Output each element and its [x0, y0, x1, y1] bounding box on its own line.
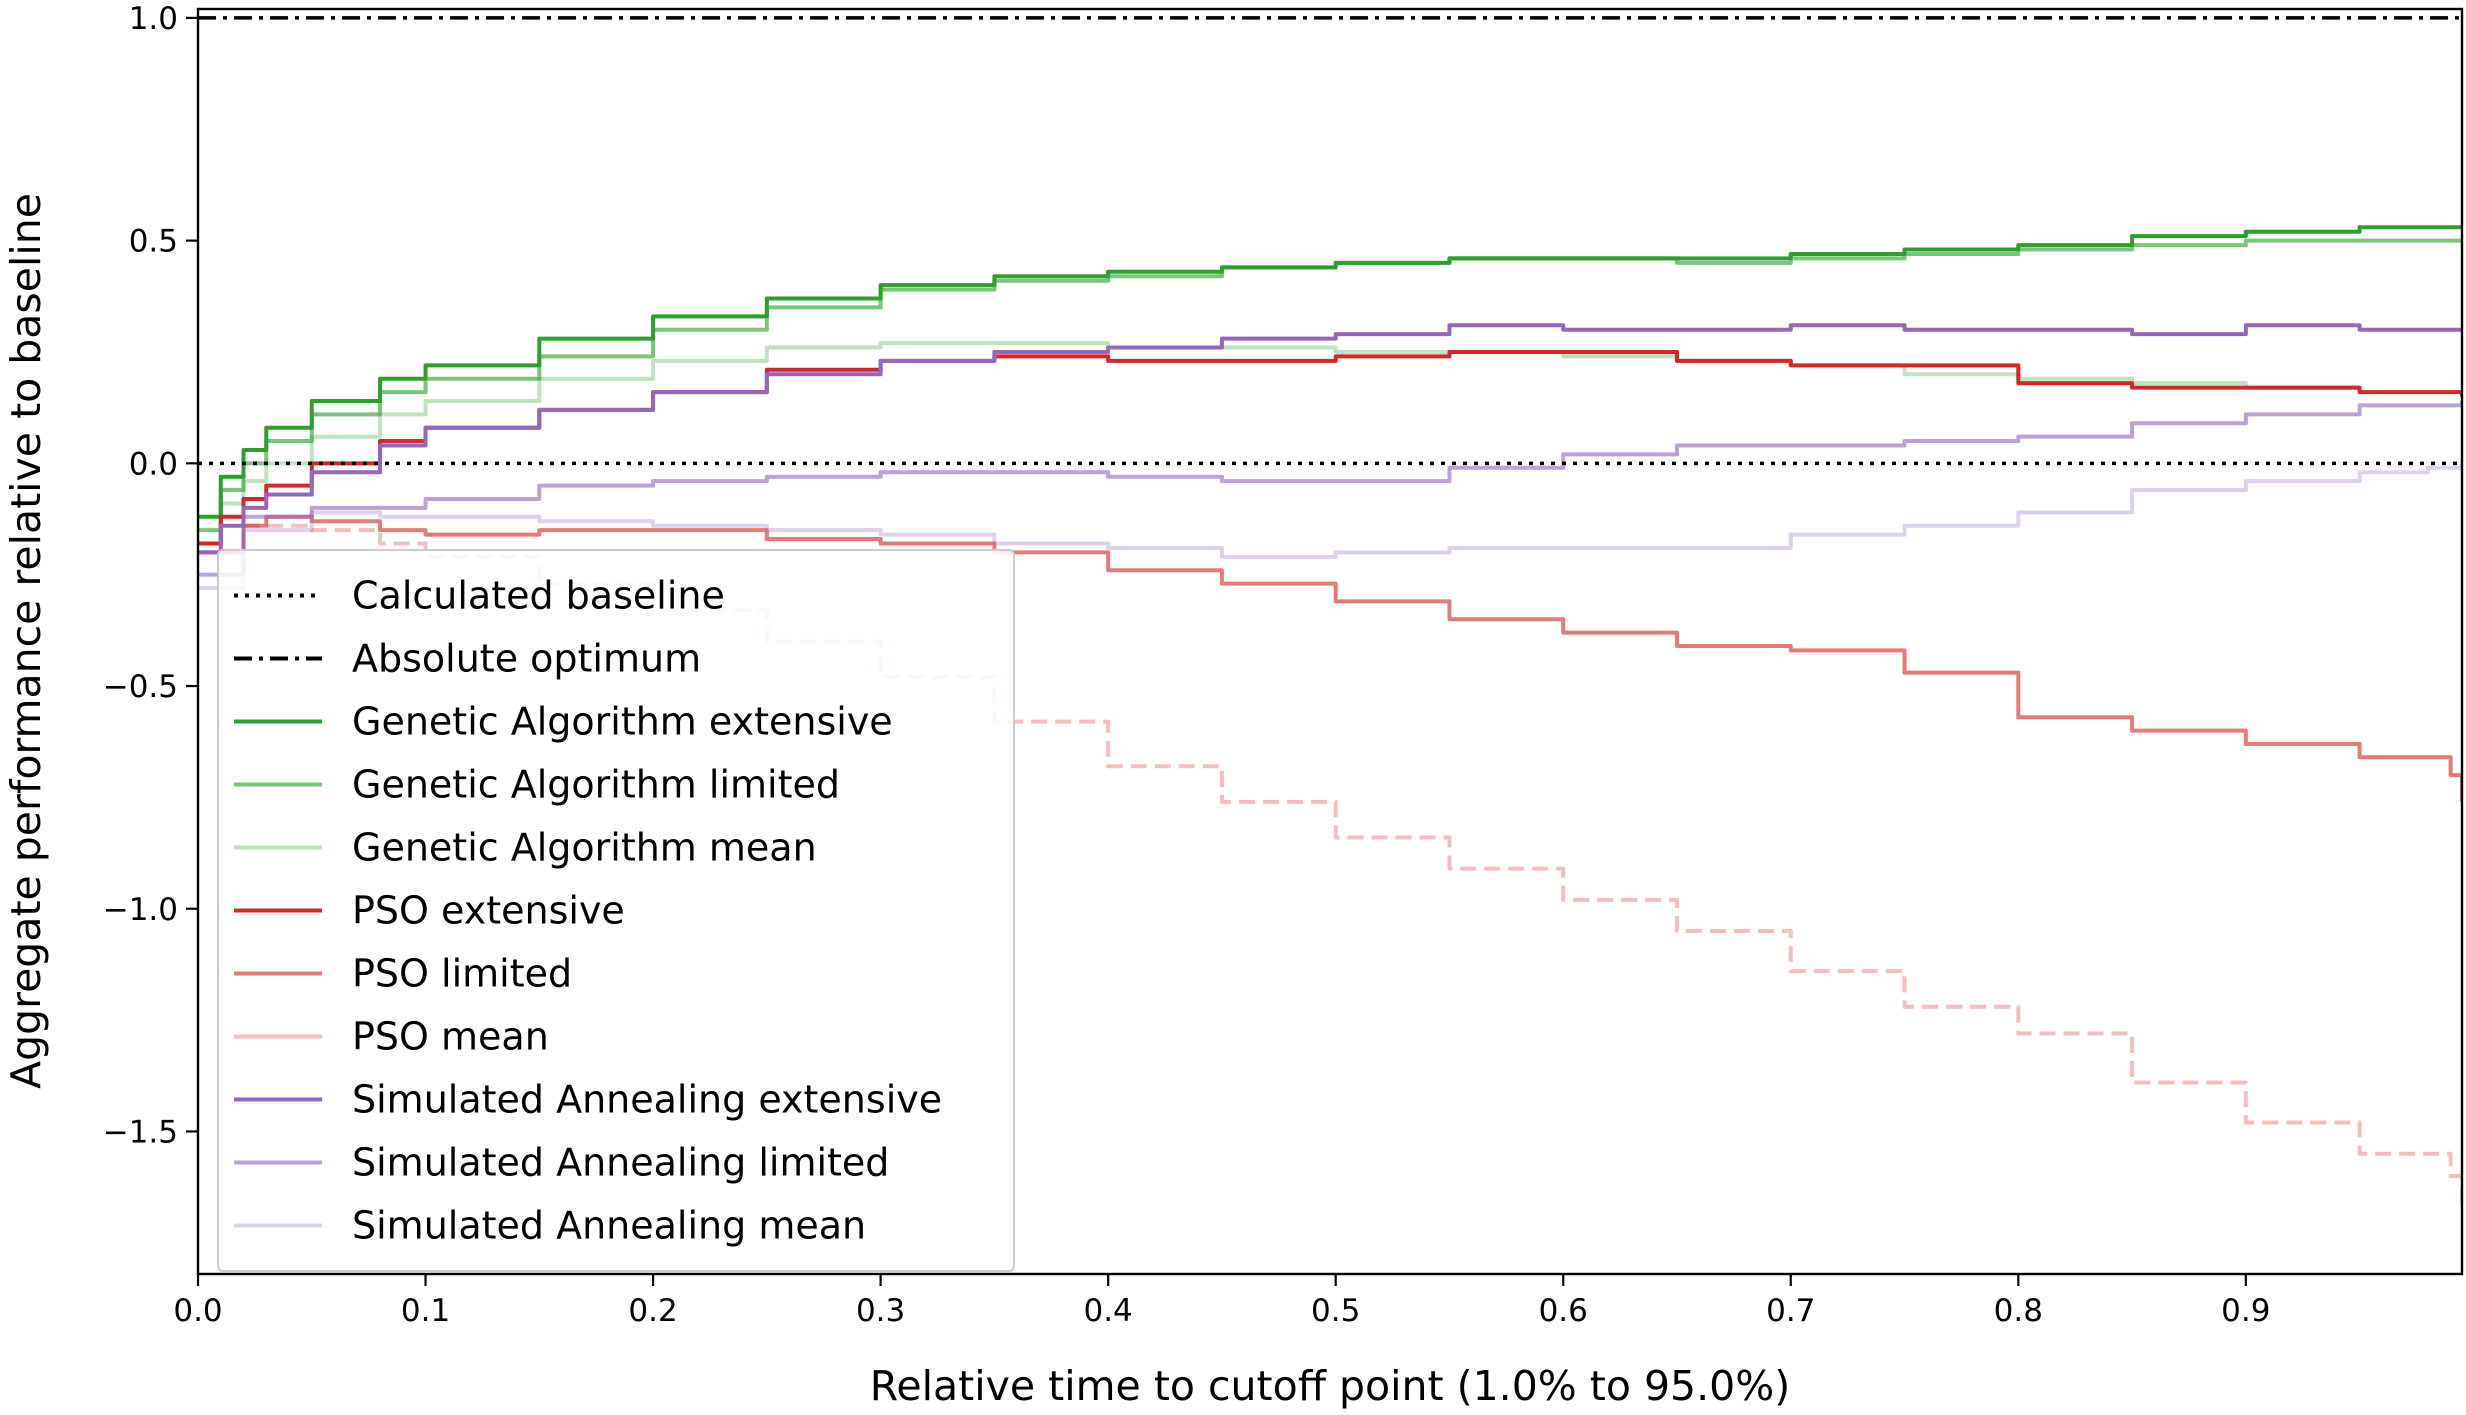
y-tick-label: −0.5	[103, 669, 178, 705]
series-line-simulated-annealing-mean	[198, 463, 2462, 591]
y-axis-title: Aggregate performance relative to baseli…	[2, 193, 50, 1089]
legend: Calculated baseline Absolute optimum Genet…	[217, 549, 1015, 1272]
series-line-pso-limited	[198, 514, 2462, 802]
y-tick-label: −1.5	[103, 1114, 178, 1150]
series-line-simulated-annealing-limited	[198, 400, 2462, 577]
series-line-genetic-algorithm-mean	[198, 341, 2462, 546]
legend-label-pso-mean: PSO mean	[352, 1015, 549, 1059]
legend-label-genetic-algorithm-mean: Genetic Algorithm mean	[352, 826, 817, 870]
x-tick-label: 0.7	[1766, 1293, 1815, 1329]
x-tick-label: 0.3	[856, 1293, 905, 1329]
legend-label-pso-extensive: PSO extensive	[352, 889, 625, 933]
legend-label-simulated-annealing-mean: Simulated Annealing mean	[352, 1204, 866, 1248]
series-line-simulated-annealing-extensive	[198, 323, 2462, 555]
y-axis: 1.0 0.5 0.0 −0.5 −1.0 −1.5	[103, 1, 198, 1150]
y-tick-label: 0.5	[129, 224, 178, 260]
legend-label-simulated-annealing-extensive: Simulated Annealing extensive	[352, 1078, 942, 1122]
x-tick-label: 0.6	[1539, 1293, 1588, 1329]
x-tick-label: 0.1	[401, 1293, 450, 1329]
legend-label-genetic-algorithm-extensive: Genetic Algorithm extensive	[352, 700, 893, 744]
plot-area	[198, 225, 2462, 1212]
legend-label-absolute-optimum: Absolute optimum	[352, 637, 701, 681]
legend-label-genetic-algorithm-limited: Genetic Algorithm limited	[352, 763, 840, 807]
x-tick-label: 0.0	[173, 1293, 222, 1329]
x-tick-label: 0.4	[1083, 1293, 1132, 1329]
x-tick-label: 0.9	[2221, 1293, 2270, 1329]
y-tick-label: 0.0	[129, 446, 178, 482]
legend-label-calculated-baseline: Calculated baseline	[352, 574, 725, 618]
series-line-pso-mean	[198, 523, 2462, 1212]
plot-frame	[196, 7, 2464, 1276]
x-axis-title: Relative time to cutoff point (1.0% to 9…	[870, 1362, 1790, 1410]
legend-label-pso-limited: PSO limited	[352, 952, 572, 996]
series-line-genetic-algorithm-limited	[198, 238, 2462, 533]
x-tick-label: 0.2	[628, 1293, 677, 1329]
x-axis: 0.0 0.1 0.2 0.3 0.4 0.5 0.6 0.7 0.8 0.9	[173, 1274, 2270, 1329]
x-tick-label: 0.8	[1994, 1293, 2043, 1329]
y-tick-label: 1.0	[129, 1, 178, 37]
y-tick-label: −1.0	[103, 892, 178, 928]
x-tick-label: 0.5	[1311, 1293, 1360, 1329]
legend-box	[217, 549, 1015, 1272]
reference-lines	[198, 16, 2462, 466]
legend-label-simulated-annealing-limited: Simulated Annealing limited	[352, 1141, 889, 1185]
